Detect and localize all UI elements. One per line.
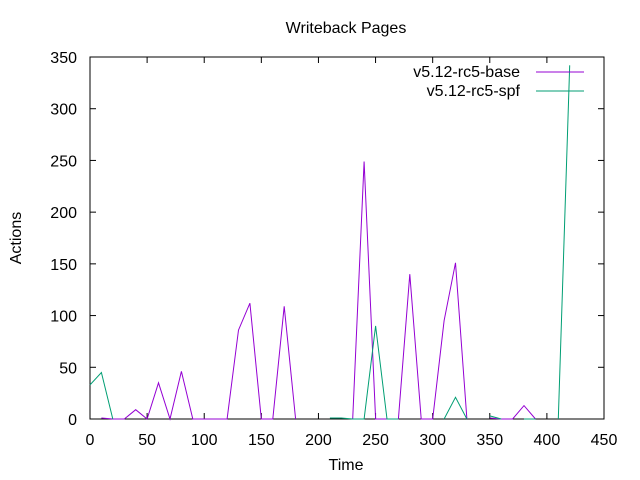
x-tick-label: 200 bbox=[305, 432, 332, 449]
x-tick-label: 100 bbox=[191, 432, 218, 449]
y-tick-label: 200 bbox=[50, 205, 77, 222]
x-tick-label: 0 bbox=[86, 432, 95, 449]
series-line-1 bbox=[101, 161, 536, 421]
chart-title: Writeback Pages bbox=[286, 20, 407, 37]
legend-label: v5.12-rc5-base bbox=[413, 64, 520, 81]
series-line-2 bbox=[89, 65, 571, 420]
x-tick-label: 250 bbox=[362, 432, 389, 449]
y-tick-label: 100 bbox=[50, 309, 77, 326]
x-tick-label: 300 bbox=[419, 432, 446, 449]
plot-border bbox=[89, 56, 605, 420]
x-tick-label: 350 bbox=[476, 432, 503, 449]
y-tick-label: 150 bbox=[50, 257, 77, 274]
axes: 0 50 100 150 200 250 300 350 400 450 0 50 100 150 200 2… bbox=[50, 50, 617, 449]
x-tick-label: 400 bbox=[534, 432, 561, 449]
y-tick-label: 250 bbox=[50, 153, 77, 170]
y-tick-label: 350 bbox=[50, 50, 77, 67]
y-tick-label: 50 bbox=[59, 360, 77, 377]
legend-label: v5.12-rc5-spf bbox=[427, 83, 521, 100]
x-tick-label: 50 bbox=[138, 432, 156, 449]
legend: v5.12-rc5-base v5.12-rc5-spf bbox=[413, 64, 584, 100]
plot-area bbox=[89, 65, 571, 421]
x-axis-label: Time bbox=[329, 457, 364, 474]
x-tick-label: 450 bbox=[591, 432, 618, 449]
y-tick-label: 300 bbox=[50, 102, 77, 119]
x-tick-label: 150 bbox=[248, 432, 275, 449]
y-tick-label: 0 bbox=[68, 412, 77, 429]
y-axis-label: Actions bbox=[8, 212, 25, 264]
